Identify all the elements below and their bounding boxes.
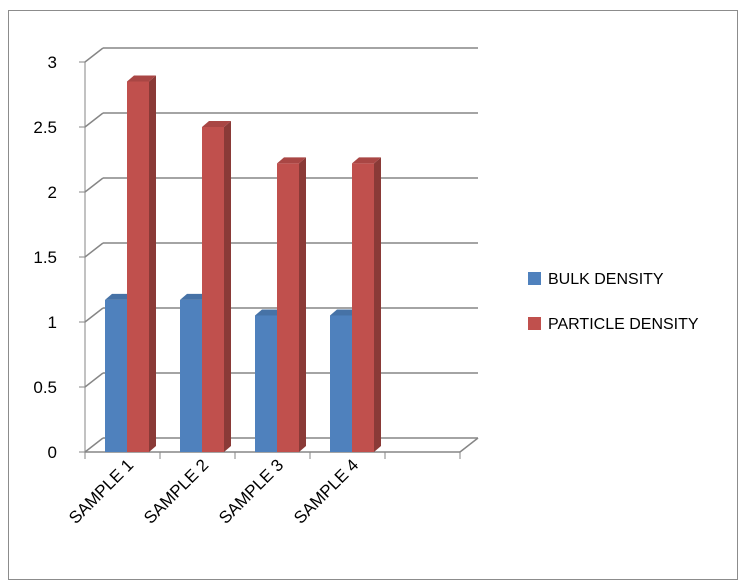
bar-side bbox=[224, 121, 231, 452]
bar-side bbox=[299, 157, 306, 452]
legend-label: PARTICLE DENSITY bbox=[548, 316, 699, 333]
gridline-depth bbox=[84, 242, 104, 258]
bar-top bbox=[105, 293, 134, 300]
bar-top bbox=[277, 157, 306, 164]
bar-top bbox=[202, 121, 231, 127]
bar-top bbox=[180, 293, 209, 300]
gridline-depth bbox=[84, 112, 104, 128]
x-axis-tick-labels: SAMPLE 1 SAMPLE 2 SAMPLE 3 SAMPLE 4 bbox=[65, 455, 362, 527]
gridline-depth bbox=[84, 177, 104, 193]
bars bbox=[105, 75, 381, 452]
gridline-depth bbox=[84, 437, 104, 453]
bar-front bbox=[202, 127, 224, 452]
bar bbox=[202, 121, 231, 452]
x-tick-label: SAMPLE 2 bbox=[140, 455, 212, 527]
bar-side bbox=[149, 75, 156, 452]
bar bbox=[352, 157, 381, 452]
bar-top bbox=[255, 309, 284, 316]
y-axis-tick-labels: 0 0.5 1 1.5 2 2.5 3 bbox=[33, 53, 57, 462]
x-tick-label: SAMPLE 3 bbox=[215, 455, 287, 527]
floor-edge bbox=[459, 437, 479, 453]
bar-top bbox=[127, 75, 156, 82]
y-tick-label: 0.5 bbox=[33, 378, 57, 397]
y-tick-label: 3 bbox=[48, 53, 57, 72]
bar bbox=[127, 75, 156, 452]
x-tick-label: SAMPLE 1 bbox=[65, 455, 137, 527]
y-tick-label: 2 bbox=[48, 183, 57, 202]
gridline-depth bbox=[84, 372, 104, 388]
gridline-depth bbox=[84, 47, 104, 63]
bar-front bbox=[127, 81, 149, 452]
bar-front bbox=[105, 299, 127, 452]
bar-front bbox=[352, 163, 374, 452]
legend-swatch bbox=[528, 272, 541, 285]
y-tick-label: 0 bbox=[48, 443, 57, 462]
bar bbox=[277, 157, 306, 452]
chart-frame bbox=[8, 10, 738, 580]
y-tick-label: 2.5 bbox=[33, 118, 57, 137]
bar-top bbox=[352, 157, 381, 164]
bar-front bbox=[180, 299, 202, 452]
gridline-depth bbox=[84, 307, 104, 323]
bar-side bbox=[374, 157, 381, 452]
bar-front bbox=[255, 315, 277, 452]
legend-label: BULK DENSITY bbox=[548, 271, 664, 288]
bar-top bbox=[330, 309, 359, 316]
bar-front bbox=[330, 315, 352, 452]
x-tick-label: SAMPLE 4 bbox=[290, 455, 362, 527]
legend-swatch bbox=[528, 317, 541, 330]
y-tick-label: 1 bbox=[48, 313, 57, 332]
bar-front bbox=[277, 163, 299, 452]
legend: BULK DENSITY PARTICLE DENSITY bbox=[528, 271, 699, 333]
y-tick-label: 1.5 bbox=[33, 248, 57, 267]
